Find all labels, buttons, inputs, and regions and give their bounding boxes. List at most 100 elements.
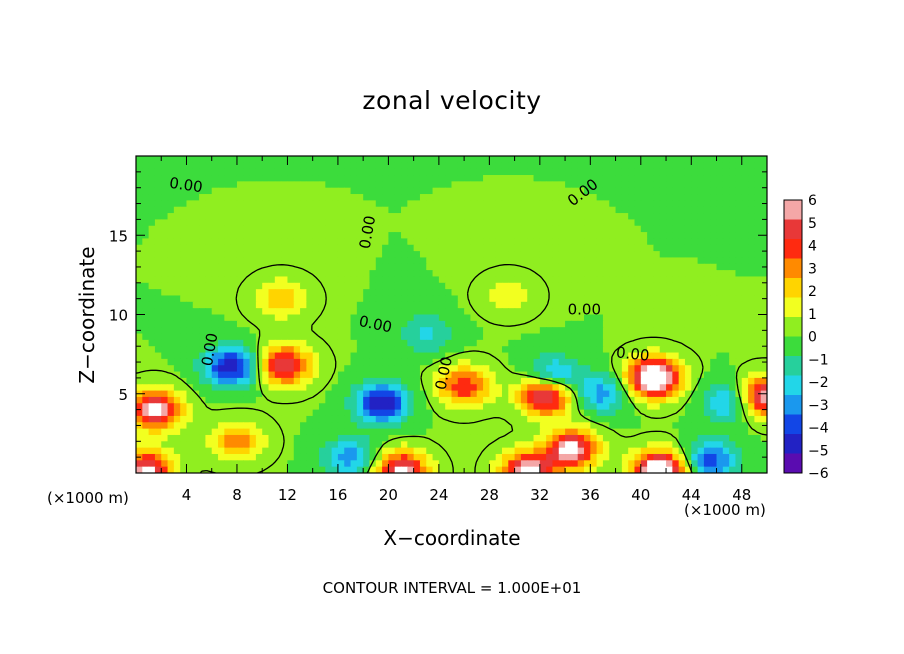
field-cell bbox=[653, 194, 661, 201]
field-cell bbox=[754, 308, 762, 316]
field-cell bbox=[293, 352, 301, 360]
field-cell bbox=[722, 289, 730, 297]
field-cell bbox=[186, 441, 194, 449]
field-cell bbox=[748, 384, 755, 392]
field-cell bbox=[628, 422, 636, 430]
field-cell bbox=[262, 213, 270, 220]
field-cell bbox=[369, 162, 377, 170]
field-cell bbox=[249, 168, 257, 176]
field-cell bbox=[464, 346, 472, 354]
field-cell bbox=[230, 282, 238, 290]
field-cell bbox=[558, 282, 566, 290]
field-cell bbox=[735, 301, 743, 309]
field-cell bbox=[470, 213, 478, 220]
field-cell bbox=[672, 270, 680, 278]
field-cell bbox=[413, 301, 421, 309]
field-cell bbox=[634, 181, 642, 189]
field-cell bbox=[205, 365, 213, 373]
field-cell bbox=[318, 441, 326, 449]
field-cell bbox=[628, 346, 636, 354]
field-cell bbox=[672, 289, 680, 297]
field-cell bbox=[369, 206, 377, 214]
field-cell bbox=[363, 390, 371, 398]
field-cell bbox=[249, 327, 257, 335]
field-cell bbox=[457, 156, 465, 163]
field-cell bbox=[722, 181, 730, 189]
field-cell bbox=[388, 156, 396, 163]
field-cell bbox=[287, 175, 295, 182]
field-cell bbox=[136, 251, 143, 259]
field-cell bbox=[558, 447, 566, 455]
field-cell bbox=[735, 168, 743, 176]
field-cell bbox=[249, 441, 257, 449]
field-cell bbox=[369, 409, 377, 417]
field-cell bbox=[735, 257, 743, 265]
field-cell bbox=[236, 403, 244, 411]
field-cell bbox=[262, 460, 270, 468]
field-cell bbox=[634, 371, 642, 379]
field-cell bbox=[501, 270, 509, 278]
field-cell bbox=[318, 295, 326, 303]
field-cell bbox=[577, 314, 585, 322]
field-cell bbox=[407, 187, 415, 195]
field-cell bbox=[457, 422, 465, 430]
field-cell bbox=[596, 396, 604, 404]
field-cell bbox=[306, 276, 314, 284]
field-cell bbox=[325, 194, 333, 201]
field-cell bbox=[634, 320, 642, 328]
field-cell bbox=[647, 263, 655, 271]
field-cell bbox=[514, 428, 522, 436]
field-cell bbox=[318, 409, 326, 417]
field-cell bbox=[325, 314, 333, 322]
field-cell bbox=[438, 377, 446, 385]
field-cell bbox=[375, 282, 383, 290]
field-cell bbox=[192, 460, 200, 468]
field-cell bbox=[287, 346, 295, 354]
field-cell bbox=[697, 156, 705, 163]
field-cell bbox=[558, 365, 566, 373]
field-cell bbox=[653, 168, 661, 176]
field-cell bbox=[634, 232, 642, 240]
field-cell bbox=[501, 156, 509, 163]
field-cell bbox=[445, 168, 453, 176]
field-cell bbox=[520, 358, 528, 366]
field-cell bbox=[697, 390, 705, 398]
field-cell bbox=[382, 187, 389, 195]
field-cell bbox=[413, 244, 421, 252]
field-cell bbox=[148, 276, 156, 284]
field-cell bbox=[426, 422, 434, 430]
field-cell bbox=[394, 282, 402, 290]
field-cell bbox=[602, 295, 610, 303]
field-cell bbox=[236, 339, 244, 347]
field-cell bbox=[161, 175, 169, 182]
field-cell bbox=[609, 206, 617, 214]
field-cell bbox=[337, 352, 345, 360]
field-cell bbox=[186, 295, 194, 303]
field-cell bbox=[394, 206, 402, 214]
field-cell bbox=[628, 339, 636, 347]
field-cell bbox=[218, 295, 225, 303]
field-cell bbox=[741, 320, 749, 328]
field-cell bbox=[445, 251, 453, 259]
field-cell bbox=[489, 390, 497, 398]
field-cell bbox=[243, 295, 251, 303]
field-cell bbox=[180, 352, 188, 360]
field-cell bbox=[710, 365, 718, 373]
field-cell bbox=[722, 168, 730, 176]
field-cell bbox=[584, 384, 591, 392]
field-cell bbox=[432, 390, 440, 398]
field-cell bbox=[394, 276, 402, 284]
field-cell bbox=[602, 403, 610, 411]
field-cell bbox=[596, 295, 604, 303]
field-cell bbox=[287, 409, 295, 417]
field-cell bbox=[369, 441, 377, 449]
field-cell bbox=[293, 206, 301, 214]
field-cell bbox=[350, 460, 358, 468]
field-cell bbox=[205, 168, 213, 176]
field-cell bbox=[230, 251, 238, 259]
field-cell bbox=[520, 447, 528, 455]
field-cell bbox=[533, 358, 541, 366]
field-cell bbox=[539, 162, 547, 170]
field-cell bbox=[596, 308, 604, 316]
field-cell bbox=[300, 200, 307, 208]
